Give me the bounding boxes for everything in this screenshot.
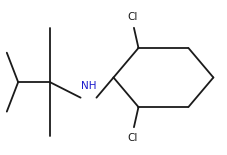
Text: NH: NH bbox=[81, 81, 96, 91]
Text: Cl: Cl bbox=[128, 133, 138, 143]
Text: Cl: Cl bbox=[128, 12, 138, 22]
